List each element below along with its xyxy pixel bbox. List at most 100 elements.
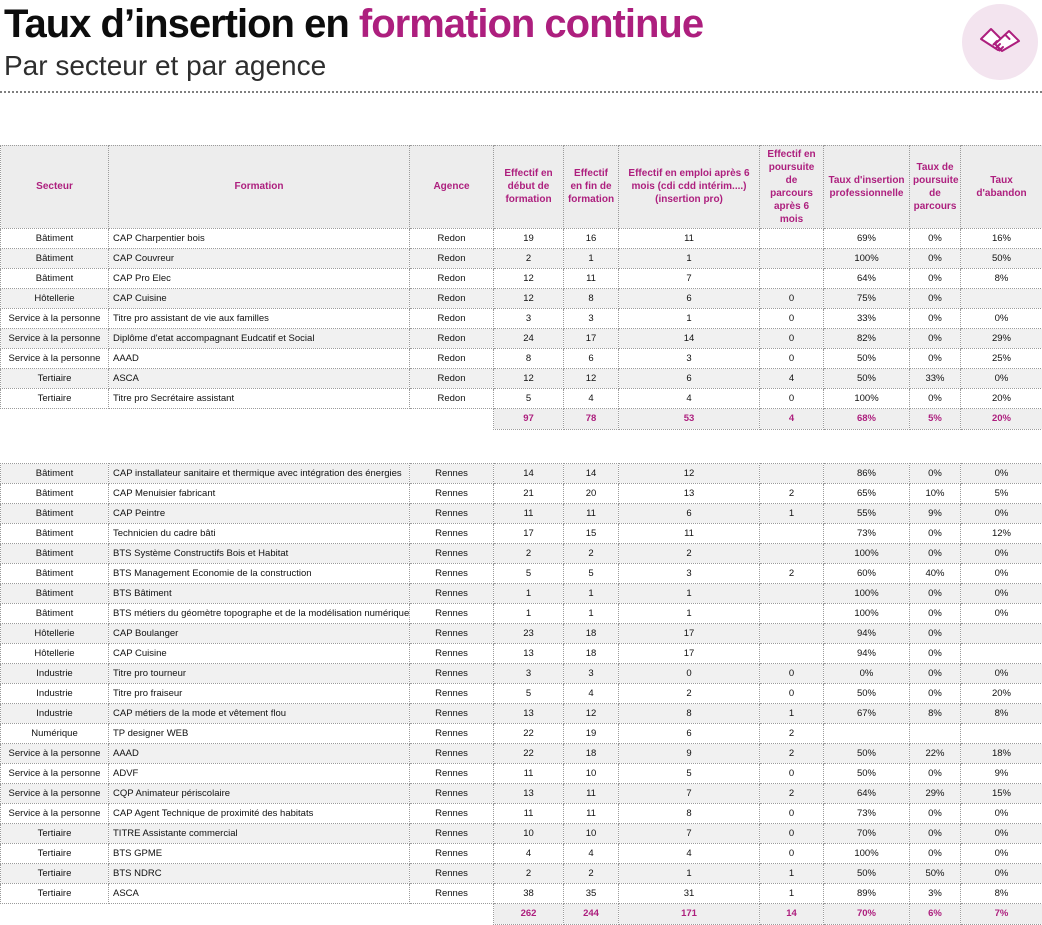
agency-cell: Rennes bbox=[410, 543, 494, 563]
agency-cell: Rennes bbox=[410, 683, 494, 703]
insertion-rate-cell: 64% bbox=[824, 268, 910, 288]
continuation-rate-cell: 0% bbox=[910, 308, 961, 328]
continuing-count-cell bbox=[760, 643, 824, 663]
continuation-rate-cell: 40% bbox=[910, 563, 961, 583]
start-count-cell: 8 bbox=[494, 348, 564, 368]
start-count-cell: 1 bbox=[494, 583, 564, 603]
start-count-cell: 11 bbox=[494, 803, 564, 823]
dropout-rate-cell: 9% bbox=[961, 763, 1042, 783]
end-count-cell: 11 bbox=[564, 268, 619, 288]
continuing-count-cell: 0 bbox=[760, 843, 824, 863]
agency-cell: Redon bbox=[410, 388, 494, 408]
start-count-cell: 2 bbox=[494, 248, 564, 268]
dropout-rate-cell: 0% bbox=[961, 543, 1042, 563]
start-count-cell: 5 bbox=[494, 563, 564, 583]
sector-cell: Bâtiment bbox=[1, 583, 109, 603]
employed-count-cell: 3 bbox=[619, 348, 760, 368]
column-header-dropout-rate: Taux d'abandon bbox=[961, 145, 1042, 228]
continuing-count-cell: 0 bbox=[760, 328, 824, 348]
dropout-rate-cell: 0% bbox=[961, 308, 1042, 328]
continuing-count-cell: 1 bbox=[760, 503, 824, 523]
agency-cell: Rennes bbox=[410, 843, 494, 863]
end-count-cell: 12 bbox=[564, 703, 619, 723]
page-title-black: Taux d’insertion en bbox=[4, 2, 359, 46]
start-count-cell: 19 bbox=[494, 228, 564, 248]
employed-count-cell: 17 bbox=[619, 623, 760, 643]
continuing-count-cell: 0 bbox=[760, 683, 824, 703]
agency-cell: Rennes bbox=[410, 583, 494, 603]
end-count-cell: 10 bbox=[564, 823, 619, 843]
agency-cell: Redon bbox=[410, 348, 494, 368]
continuation-rate-cell: 0% bbox=[910, 248, 961, 268]
start-count-cell: 12 bbox=[494, 268, 564, 288]
insertion-rate-cell: 0% bbox=[824, 663, 910, 683]
dropout-rate-cell: 0% bbox=[961, 843, 1042, 863]
end-count-cell: 8 bbox=[564, 288, 619, 308]
end-count-cell: 5 bbox=[564, 563, 619, 583]
insertion-rate-cell: 55% bbox=[824, 503, 910, 523]
total-start-count-cell: 262 bbox=[494, 903, 564, 924]
continuing-count-cell: 0 bbox=[760, 388, 824, 408]
insertion-rate-cell: 100% bbox=[824, 248, 910, 268]
continuation-rate-cell bbox=[910, 723, 961, 743]
formation-cell: AAAD bbox=[109, 348, 410, 368]
start-count-cell: 12 bbox=[494, 368, 564, 388]
start-count-cell: 5 bbox=[494, 388, 564, 408]
end-count-cell: 17 bbox=[564, 328, 619, 348]
end-count-cell: 18 bbox=[564, 643, 619, 663]
sector-cell: Service à la personne bbox=[1, 783, 109, 803]
insertion-rate-cell: 70% bbox=[824, 823, 910, 843]
end-count-cell: 10 bbox=[564, 763, 619, 783]
employed-count-cell: 6 bbox=[619, 503, 760, 523]
column-header-continuation-rate: Taux de poursuite de parcours bbox=[910, 145, 961, 228]
handshake-icon bbox=[976, 18, 1024, 66]
formation-cell: Titre pro assistant de vie aux familles bbox=[109, 308, 410, 328]
sector-cell: Industrie bbox=[1, 703, 109, 723]
total-end-count-cell: 244 bbox=[564, 903, 619, 924]
column-header-start-count: Effectif en début de formation bbox=[494, 145, 564, 228]
continuation-rate-cell: 8% bbox=[910, 703, 961, 723]
sector-cell: Numérique bbox=[1, 723, 109, 743]
end-count-cell: 3 bbox=[564, 663, 619, 683]
totals-empty-cell bbox=[1, 903, 109, 924]
insertion-rate-cell: 100% bbox=[824, 603, 910, 623]
sector-cell: Hôtellerie bbox=[1, 288, 109, 308]
continuation-rate-cell: 50% bbox=[910, 863, 961, 883]
formation-cell: BTS NDRC bbox=[109, 863, 410, 883]
employed-count-cell: 1 bbox=[619, 308, 760, 328]
insertion-rate-cell: 94% bbox=[824, 623, 910, 643]
dropout-rate-cell: 5% bbox=[961, 483, 1042, 503]
continuing-count-cell bbox=[760, 623, 824, 643]
agency-cell: Rennes bbox=[410, 743, 494, 763]
start-count-cell: 13 bbox=[494, 703, 564, 723]
continuing-count-cell: 4 bbox=[760, 368, 824, 388]
sector-cell: Bâtiment bbox=[1, 268, 109, 288]
continuation-rate-cell: 0% bbox=[910, 843, 961, 863]
handshake-icon-circle bbox=[962, 4, 1038, 80]
formation-cell: CAP Couvreur bbox=[109, 248, 410, 268]
employed-count-cell: 8 bbox=[619, 803, 760, 823]
employed-count-cell: 9 bbox=[619, 743, 760, 763]
formation-cell: BTS Bâtiment bbox=[109, 583, 410, 603]
dropout-rate-cell: 0% bbox=[961, 368, 1042, 388]
employed-count-cell: 31 bbox=[619, 883, 760, 903]
formation-cell: CAP Cuisine bbox=[109, 643, 410, 663]
dropout-rate-cell: 0% bbox=[961, 803, 1042, 823]
continuing-count-cell bbox=[760, 248, 824, 268]
formation-cell: BTS GPME bbox=[109, 843, 410, 863]
agency-cell: Rennes bbox=[410, 643, 494, 663]
end-count-cell: 20 bbox=[564, 483, 619, 503]
insertion-rate-cell: 86% bbox=[824, 463, 910, 483]
